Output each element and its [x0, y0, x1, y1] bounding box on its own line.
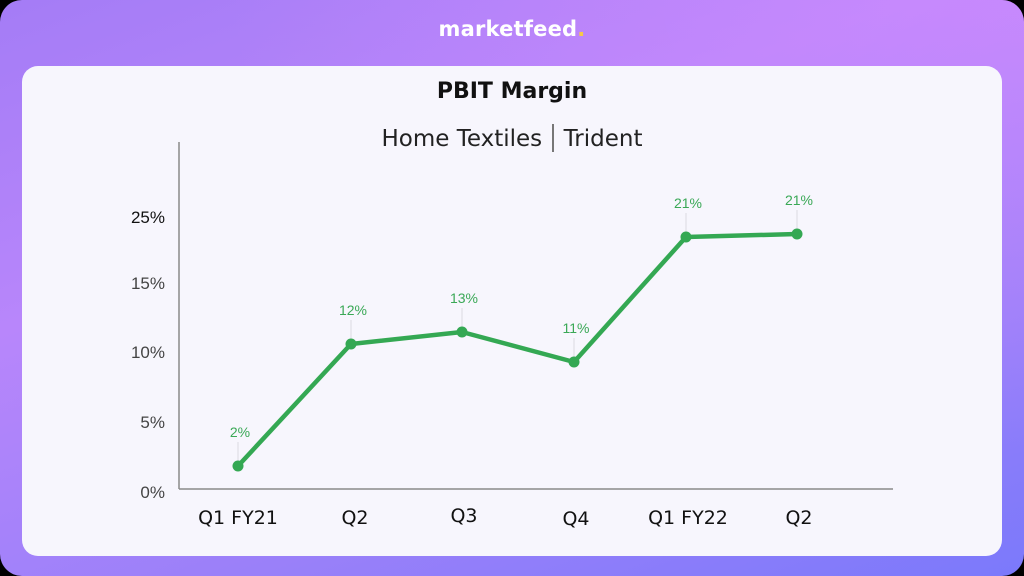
x-tick-label: Q1 FY22: [648, 507, 728, 529]
chart-card: PBIT Margin Home Textiles Trident: [22, 66, 1002, 556]
data-point: [456, 326, 468, 338]
y-tick-label: 10%: [131, 343, 165, 362]
y-tick-label: 15%: [131, 274, 165, 293]
data-point: [791, 228, 803, 240]
data-label: 21%: [785, 192, 813, 208]
data-point: [345, 338, 357, 350]
brand-logo: marketfeed.: [0, 17, 1024, 41]
y-tick-label: 5%: [140, 413, 165, 432]
chart-title: PBIT Margin: [436, 79, 588, 104]
data-label: 21%: [674, 195, 702, 211]
x-tick-label: Q3: [450, 505, 477, 527]
data-point: [568, 356, 580, 368]
y-tick-label: 0%: [140, 483, 165, 502]
x-tick-label: Q2: [341, 507, 368, 529]
y-tick-label: 25%: [131, 208, 165, 227]
x-tick-label: Q2: [785, 507, 812, 529]
subtitle-divider: [552, 124, 554, 152]
data-point: [680, 231, 692, 243]
y-tick-labels: 0% 5% 10% 15% 25%: [131, 208, 165, 502]
x-tick-label: Q4: [562, 508, 589, 530]
subtitle-company: Trident: [563, 126, 643, 152]
data-label: 11%: [563, 320, 590, 336]
chart-subtitle: Home Textiles Trident: [22, 124, 1002, 152]
data-label: 13%: [450, 290, 478, 306]
data-labels: 2% 12% 13% 11% 21% 21%: [230, 192, 813, 440]
data-point: [232, 460, 244, 472]
chart-axes: [178, 142, 893, 490]
subtitle-segment: Home Textiles: [381, 126, 543, 152]
data-points: [232, 228, 803, 472]
x-tick-labels: Q1 FY21 Q2 Q3 Q4 Q1 FY22 Q2: [198, 505, 812, 530]
data-label: 12%: [339, 302, 367, 318]
brand-dot: .: [577, 17, 586, 41]
label-leader-lines: [237, 210, 798, 462]
data-label: 2%: [230, 424, 250, 440]
x-tick-label: Q1 FY21: [198, 507, 278, 529]
series-line: [235, 231, 800, 469]
brand-name: marketfeed: [438, 17, 578, 41]
